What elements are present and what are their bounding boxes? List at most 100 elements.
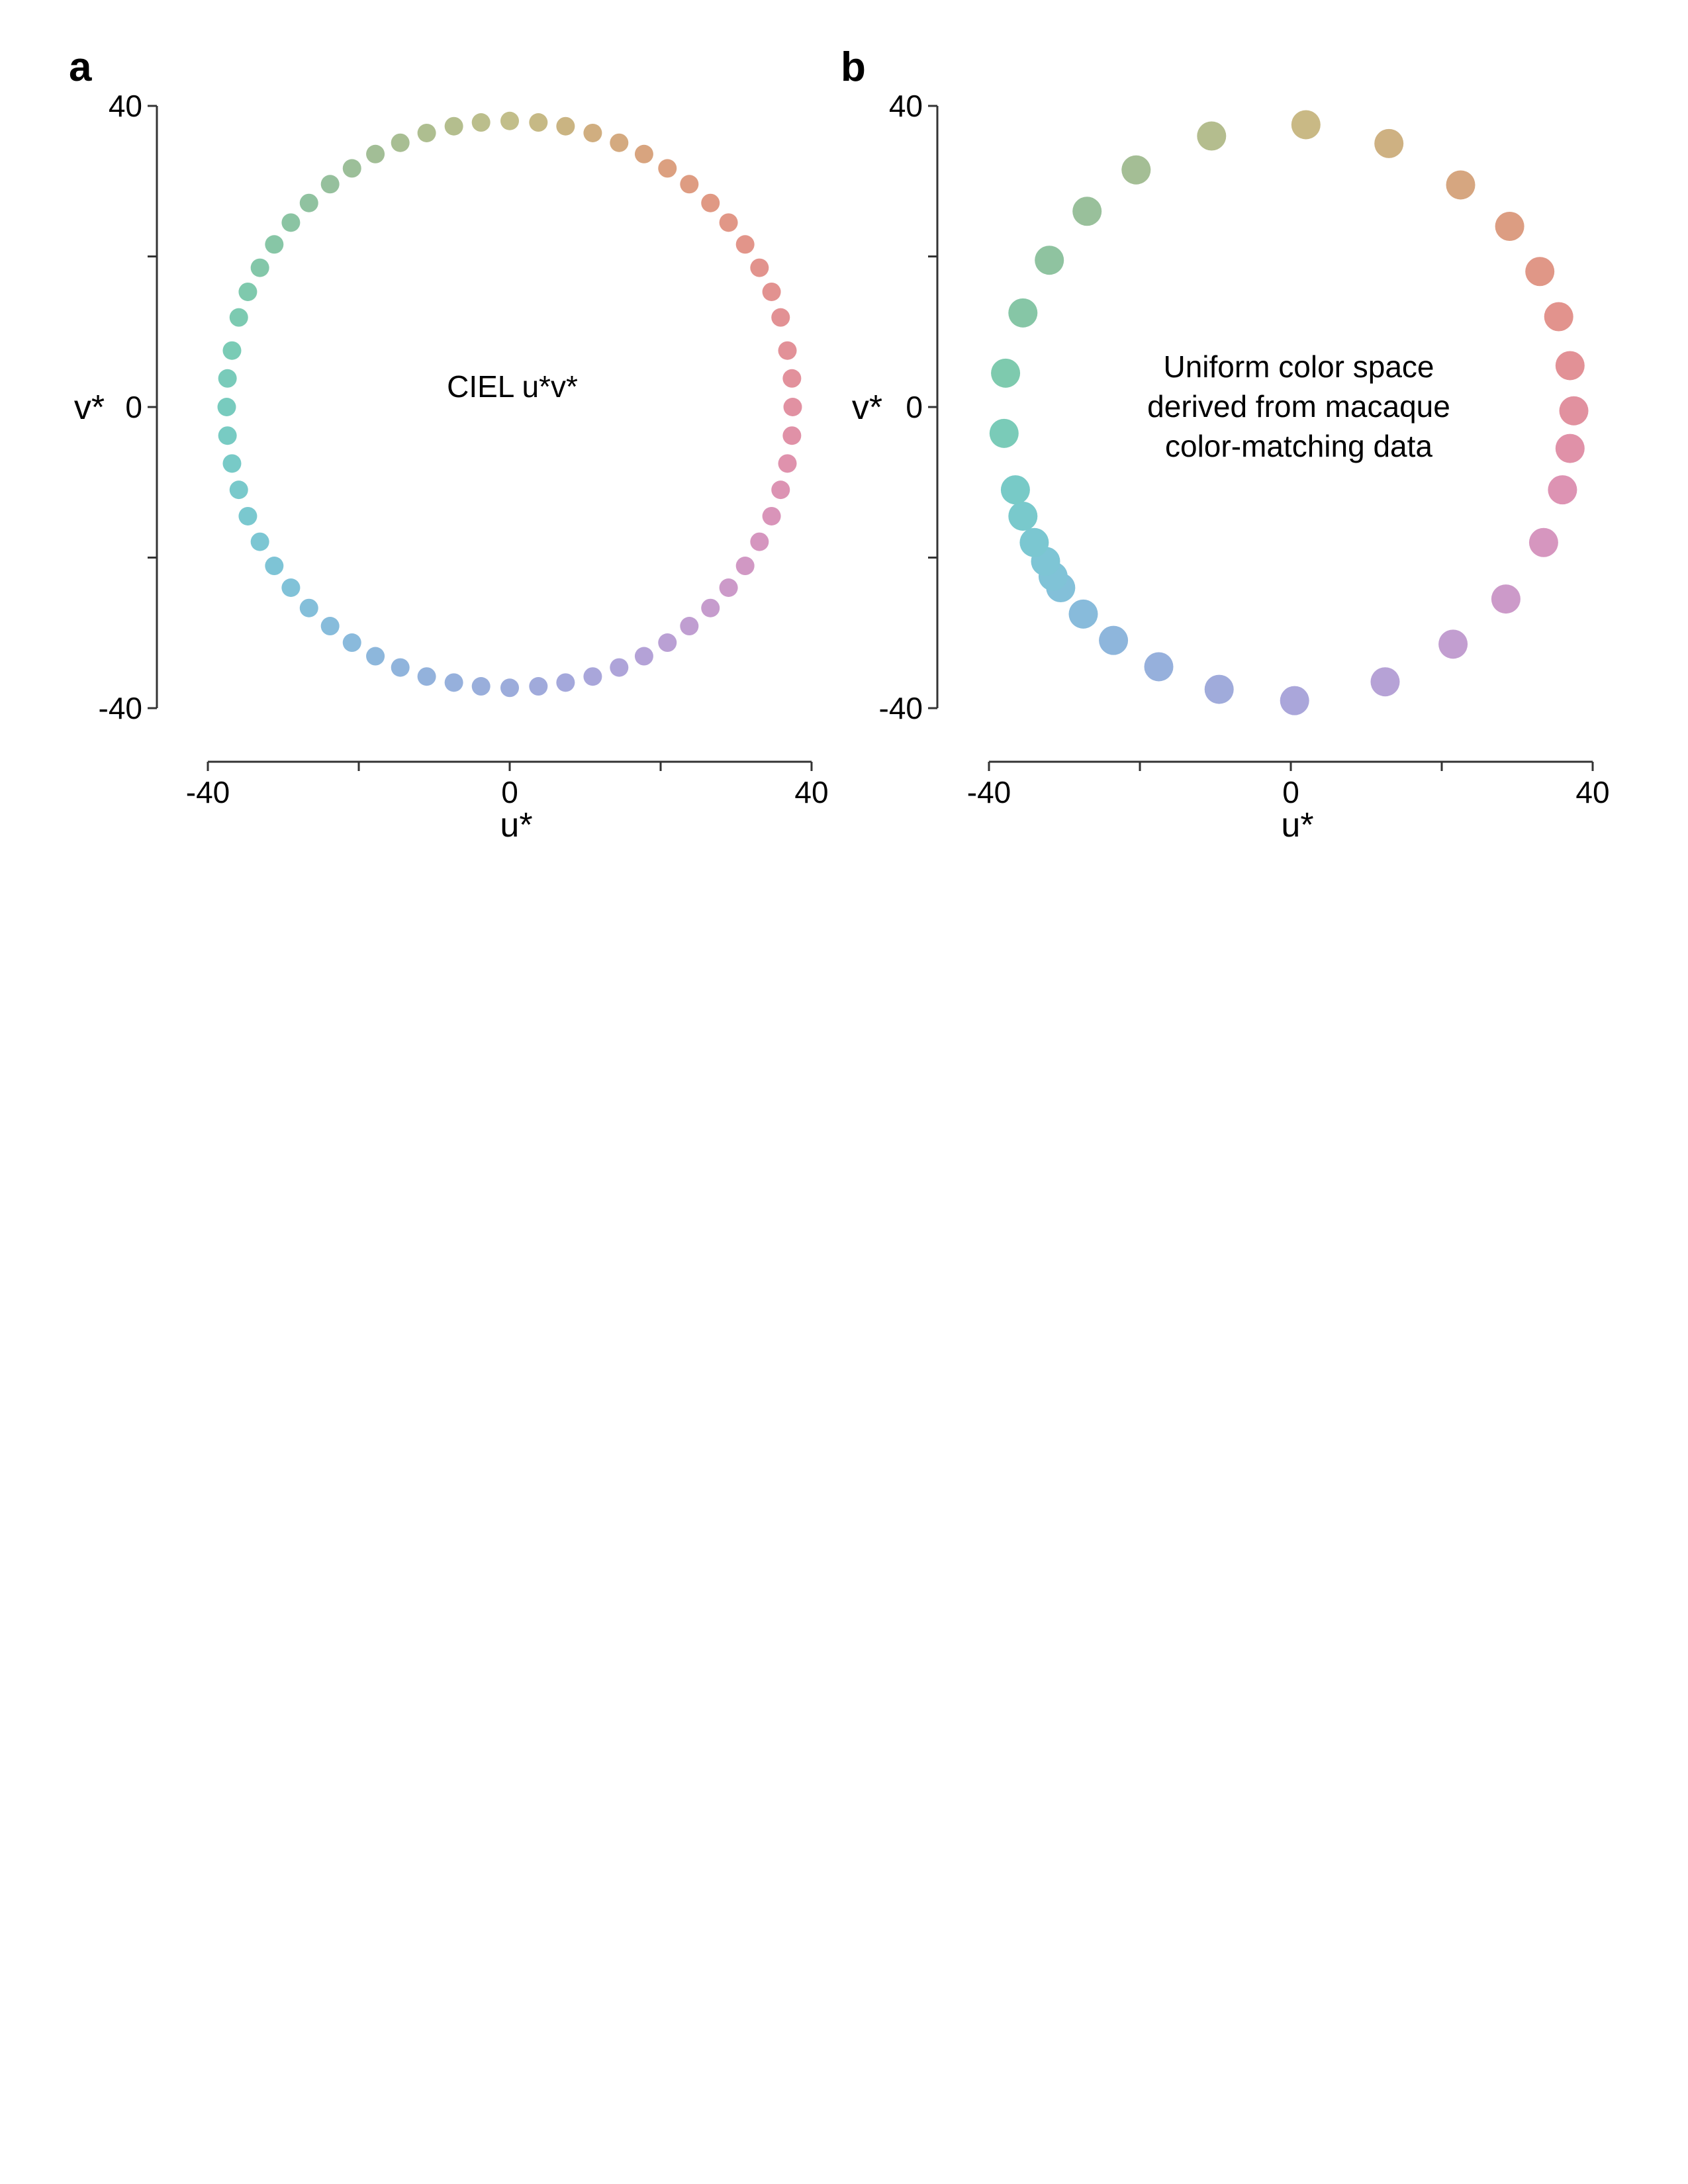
data-point (556, 673, 575, 692)
x-axis-label: u* (500, 806, 532, 844)
data-point (778, 454, 797, 473)
data-point (391, 658, 410, 677)
data-point (229, 308, 248, 327)
chart-annotation: derived from macaque (1147, 389, 1450, 424)
x-tick-label: 40 (794, 775, 828, 809)
data-point (1068, 599, 1098, 629)
chart-annotation: Uniform color space (1163, 349, 1434, 384)
data-point (1204, 674, 1234, 704)
data-point (1280, 686, 1309, 715)
data-point (529, 677, 548, 696)
data-point (218, 426, 237, 445)
x-tick-label: 40 (1575, 775, 1609, 809)
data-point (366, 647, 385, 666)
data-point (1197, 121, 1227, 151)
data-point (217, 398, 236, 416)
data-point (634, 144, 653, 163)
chart-annotation: color-matching data (1165, 429, 1432, 463)
data-point (299, 598, 318, 617)
panel-a-annotation: CIEL u*v* (447, 369, 578, 404)
data-point (1072, 197, 1102, 226)
data-point (750, 532, 769, 551)
y-axis-label: v* (74, 388, 105, 427)
data-point (1008, 501, 1038, 531)
data-point (1144, 652, 1174, 682)
data-point (444, 673, 463, 692)
panel-a: a 40 0 -40 -40 0 40 u* v* CIEL u*v* (69, 44, 829, 844)
data-point (991, 358, 1021, 388)
data-point (238, 282, 258, 301)
data-point (238, 506, 258, 525)
data-point (583, 667, 602, 686)
data-point (342, 633, 361, 653)
data-point (1555, 351, 1585, 381)
x-tick-label: -40 (186, 775, 230, 809)
data-point (250, 532, 269, 551)
data-point (218, 369, 237, 388)
data-point (417, 123, 436, 142)
data-point (735, 557, 755, 576)
x-tick-label: 0 (1282, 775, 1299, 809)
data-point (1528, 527, 1558, 557)
data-point (771, 308, 790, 327)
data-point (1121, 155, 1151, 185)
data-point (1099, 625, 1129, 655)
data-point (222, 454, 242, 473)
data-point (444, 116, 463, 136)
data-point (680, 617, 699, 636)
data-point (299, 193, 318, 212)
data-point (634, 647, 653, 666)
data-point (610, 133, 629, 152)
panel-a-letter: a (69, 44, 92, 90)
data-point (658, 159, 677, 178)
panel-b-points (989, 110, 1589, 715)
data-point (1446, 170, 1476, 200)
panel-b-axes: 40 0 -40 -40 0 40 u* v* (852, 89, 1610, 844)
y-axis-label: v* (852, 388, 882, 427)
data-point (778, 341, 797, 360)
data-point (1544, 302, 1573, 332)
data-point (281, 578, 301, 597)
data-point (1019, 527, 1049, 557)
data-point (782, 426, 802, 445)
data-point (281, 213, 301, 232)
chart-annotation: CIEL u*v* (447, 369, 578, 404)
data-point (719, 578, 738, 597)
data-point (417, 667, 436, 686)
data-point (782, 369, 802, 388)
data-point (1495, 212, 1524, 241)
panel-b-annotation: Uniform color space derived from macaque c… (1147, 349, 1450, 463)
y-tick-label: 40 (889, 89, 923, 123)
panel-b-letter: b (841, 44, 866, 90)
data-point (529, 113, 548, 132)
data-point (1525, 257, 1555, 287)
data-point (1291, 110, 1321, 140)
data-point (762, 506, 781, 525)
panel-a-axes: 40 0 -40 -40 0 40 u* v* (74, 89, 829, 844)
data-point (222, 341, 242, 360)
data-point (762, 282, 781, 301)
data-point (366, 144, 385, 163)
data-point (680, 175, 699, 194)
data-point (265, 557, 284, 576)
data-point (658, 633, 677, 653)
data-point (771, 480, 790, 500)
data-point (500, 678, 519, 698)
y-tick-label: 40 (109, 89, 142, 123)
y-tick-label: 0 (906, 390, 923, 424)
data-point (1555, 433, 1585, 463)
panel-a-points (217, 111, 802, 698)
y-tick-label: -40 (99, 691, 142, 725)
data-point (783, 398, 802, 416)
data-point (1000, 475, 1030, 505)
y-tick-label: -40 (879, 691, 923, 725)
data-point (1035, 246, 1064, 275)
x-tick-label: -40 (967, 775, 1011, 809)
data-point (265, 235, 284, 254)
data-point (471, 677, 491, 696)
data-point (701, 598, 720, 617)
data-point (229, 480, 248, 500)
data-point (583, 123, 602, 142)
data-point (250, 258, 269, 277)
panel-b: b 40 0 -40 -40 0 40 u* v* Uniform color space de… (841, 44, 1610, 844)
